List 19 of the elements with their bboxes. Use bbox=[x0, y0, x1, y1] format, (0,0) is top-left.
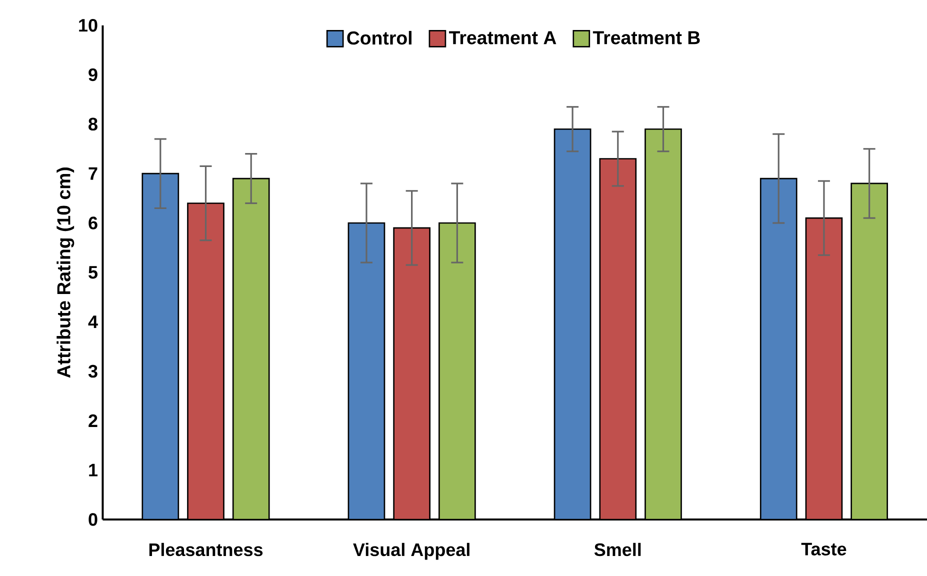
y-tick-label: 3 bbox=[88, 365, 98, 378]
y-tick-label: 5 bbox=[88, 266, 98, 279]
y-tick-label: 1 bbox=[89, 464, 98, 477]
x-tick-label: Taste bbox=[801, 543, 846, 556]
y-tick-label: 6 bbox=[88, 216, 98, 230]
y-tick-label: 8 bbox=[88, 118, 98, 131]
x-tick-label: Visual Appeal bbox=[353, 543, 470, 560]
y-tick-label: 9 bbox=[88, 68, 98, 82]
y-tick-label: 7 bbox=[88, 168, 98, 180]
x-tick-label: Smell bbox=[594, 543, 641, 556]
y-tick-label: 4 bbox=[88, 316, 98, 328]
legend-label: Treatment A bbox=[449, 32, 556, 45]
y-tick-label: 10 bbox=[79, 19, 98, 32]
legend-label: Treatment B bbox=[592, 32, 700, 45]
y-tick-label: 0 bbox=[88, 513, 98, 526]
legend-label: Control bbox=[347, 31, 412, 45]
x-tick-label: Pleasantness bbox=[149, 543, 263, 556]
y-axis-title: Attribute Rating (10 cm) bbox=[56, 168, 74, 378]
y-tick-label: 2 bbox=[88, 414, 98, 428]
